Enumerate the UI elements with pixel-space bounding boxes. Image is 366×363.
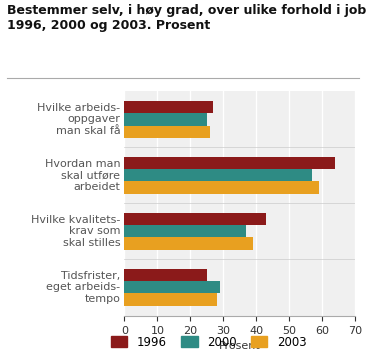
Bar [124,169,312,182]
Bar [124,126,210,138]
X-axis label: Prosent: Prosent [219,341,261,351]
Bar [124,281,220,293]
Bar [124,157,335,169]
Bar [124,269,207,281]
Text: Bestemmer selv, i høy grad, over ulike forhold i jobben.
1996, 2000 og 2003. Pro: Bestemmer selv, i høy grad, over ulike f… [7,4,366,32]
Bar [124,101,213,113]
Bar [124,293,217,306]
Bar [124,237,253,250]
Bar [124,225,246,237]
Bar [124,113,207,126]
Legend: 1996, 2000, 2003: 1996, 2000, 2003 [106,331,311,354]
Bar [124,182,319,194]
Bar [124,213,266,225]
